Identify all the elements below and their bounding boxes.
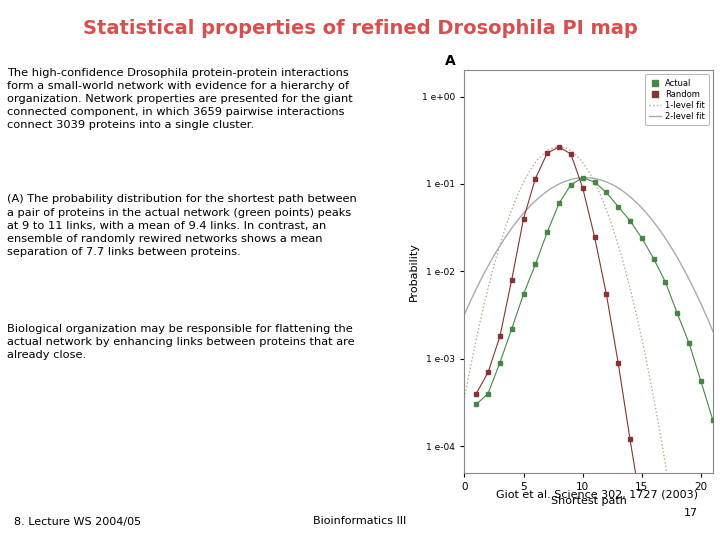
Text: The high-confidence Drosophila protein-protein interactions
form a small-world n: The high-confidence Drosophila protein-p… <box>7 68 353 130</box>
X-axis label: Shortest path: Shortest path <box>551 496 626 505</box>
Text: Giot et al. Science 302, 1727 (2003): Giot et al. Science 302, 1727 (2003) <box>496 489 698 500</box>
Legend: Actual, Random, 1-level fit, 2-level fit: Actual, Random, 1-level fit, 2-level fit <box>644 75 708 125</box>
Text: (A) The probability distribution for the shortest path between
a pair of protein: (A) The probability distribution for the… <box>7 194 357 257</box>
Text: Statistical properties of refined Drosophila PI map: Statistical properties of refined Drosop… <box>83 19 637 38</box>
Text: A: A <box>445 54 456 68</box>
Text: Biological organization may be responsible for flattening the
actual network by : Biological organization may be responsib… <box>7 324 355 360</box>
Text: Bioinformatics III: Bioinformatics III <box>313 516 407 526</box>
Y-axis label: Probability: Probability <box>410 242 419 301</box>
Text: 17: 17 <box>684 508 698 518</box>
Text: 8. Lecture WS 2004/05: 8. Lecture WS 2004/05 <box>14 516 142 526</box>
